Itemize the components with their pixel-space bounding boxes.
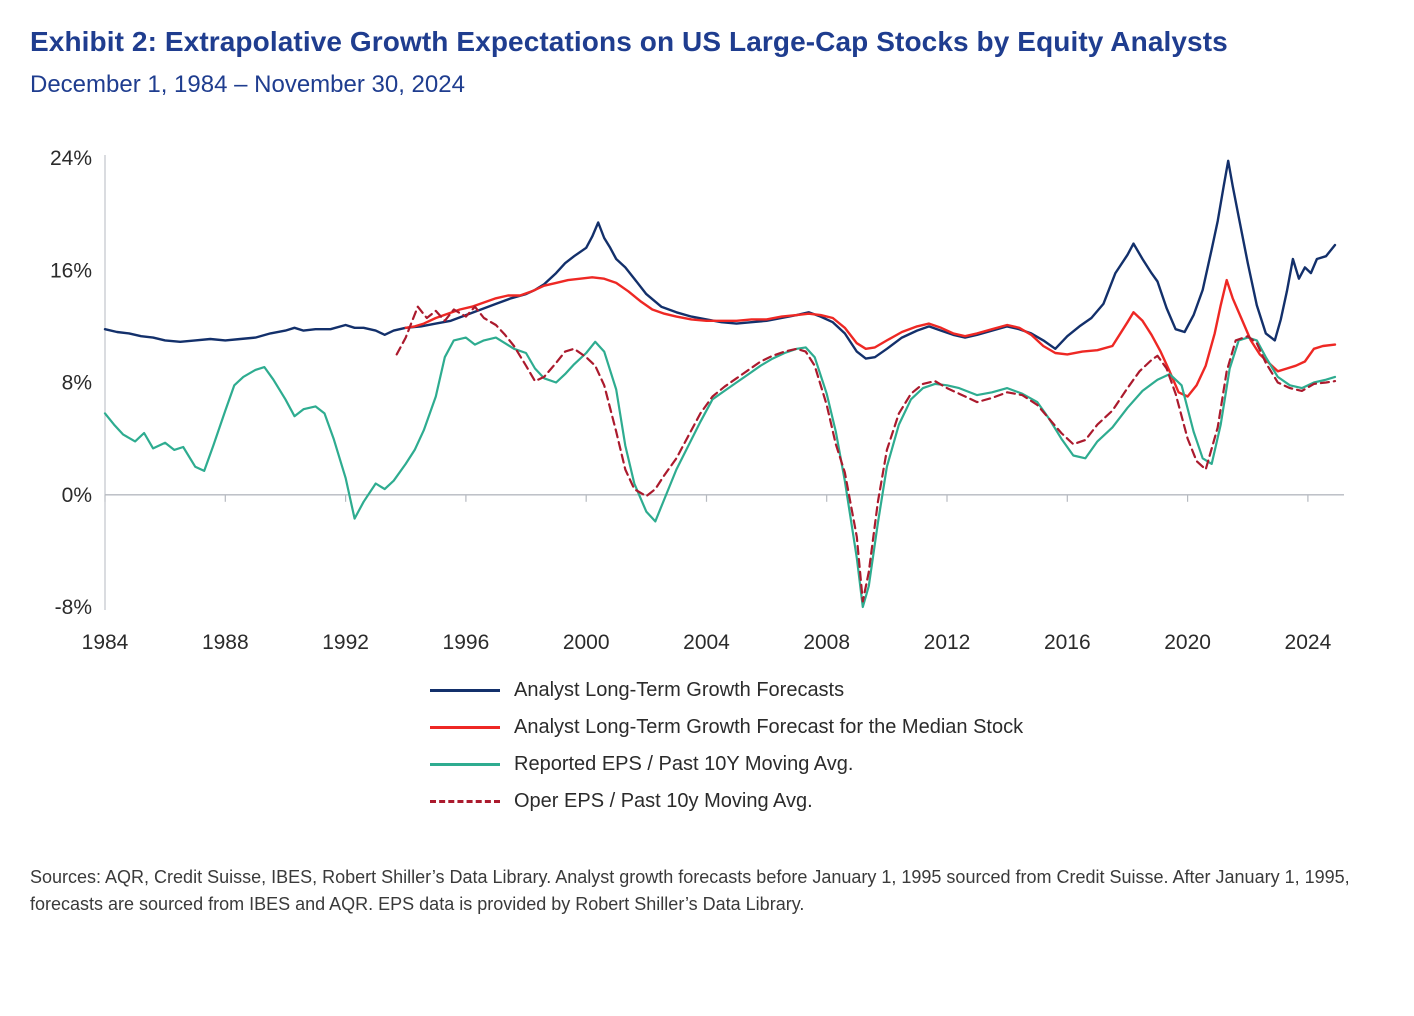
legend-label: Analyst Long-Term Growth Forecast for th… [514,715,1024,738]
x-tick-label: 2024 [1285,631,1332,654]
legend-line-sample [430,725,500,729]
x-tick-label: 2008 [803,631,850,654]
x-tick-label: 2020 [1164,631,1211,654]
x-tick-label: 1992 [322,631,369,654]
x-tick-label: 1984 [82,631,129,654]
y-tick-label: 16% [50,259,92,282]
series-line-0 [103,159,1337,360]
page-title: Exhibit 2: Extrapolative Growth Expectat… [30,26,1228,57]
legend-item-median-stock: Analyst Long-Term Growth Forecast for th… [430,709,1384,746]
legend-line-sample [430,688,500,692]
y-tick-label: 8% [62,371,92,394]
y-tick-label: 0% [62,484,92,507]
series-line-3 [395,305,1337,603]
x-tick-label: 2004 [683,631,730,654]
series-line-2 [103,336,1337,609]
y-tick-label: -8% [55,596,92,619]
y-tick-label: 24% [50,147,92,170]
series-line-1 [404,276,1337,398]
line-chart: 1984 1988 1992 1996 2000 2004 2008 2012 2016 2020… [50,147,1344,654]
x-tick-label: 2016 [1044,631,1091,654]
x-tick-label: 2012 [924,631,971,654]
legend-line-sample [430,799,500,803]
x-tick-label: 2000 [563,631,610,654]
legend-label: Oper EPS / Past 10y Moving Avg. [514,789,813,812]
legend-item-analyst-ltg: Analyst Long-Term Growth Forecasts [430,672,1384,709]
x-tick-label: 1988 [202,631,249,654]
date-range-subtitle: December 1, 1984 – November 30, 2024 [30,70,465,98]
legend-item-reported-eps: Reported EPS / Past 10Y Moving Avg. [430,746,1384,783]
sources-note: Sources: AQR, Credit Suisse, IBES, Rober… [30,866,1350,914]
chart-legend: Analyst Long-Term Growth Forecasts Analy… [430,672,1384,820]
chart-area: 1984 1988 1992 1996 2000 2004 2008 2012 2016 2020… [30,123,1384,668]
legend-label: Reported EPS / Past 10Y Moving Avg. [514,752,854,775]
x-tick-label: 1996 [443,631,490,654]
legend-line-sample [430,762,500,766]
legend-label: Analyst Long-Term Growth Forecasts [514,678,845,701]
legend-item-oper-eps: Oper EPS / Past 10y Moving Avg. [430,783,1384,820]
